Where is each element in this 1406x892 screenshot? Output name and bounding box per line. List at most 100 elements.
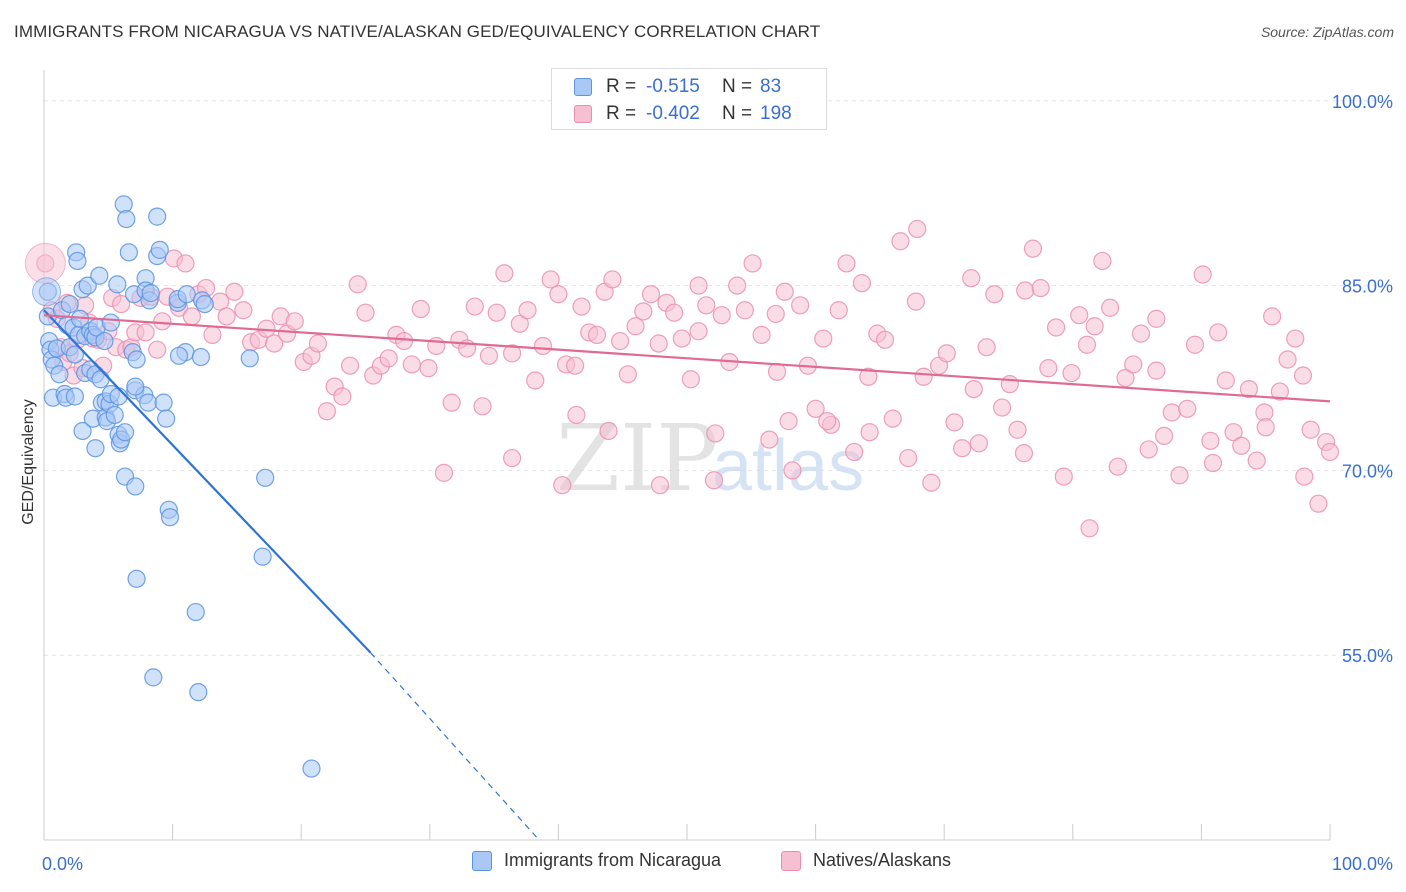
- natives-point: [567, 405, 586, 425]
- natives-point: [1046, 318, 1066, 337]
- natives-point: [852, 274, 871, 293]
- series-natives-points: [24, 219, 1340, 538]
- watermark: ZIP atlas: [556, 405, 864, 512]
- natives-point: [775, 282, 794, 301]
- natives-point: [779, 412, 798, 431]
- nicaragua-point: [144, 668, 163, 687]
- natives-point: [402, 355, 421, 374]
- natives-point: [626, 317, 645, 336]
- natives-point: [814, 329, 833, 348]
- natives-point: [837, 254, 856, 273]
- natives-point: [672, 329, 691, 348]
- natives-point: [510, 314, 529, 333]
- natives-point: [473, 397, 492, 416]
- natives-point: [760, 430, 779, 449]
- nicaragua-point: [127, 569, 146, 588]
- natives-point: [618, 365, 637, 384]
- nicaragua-trend-line: [43, 309, 372, 654]
- natives-point: [1278, 350, 1297, 369]
- natives-point: [503, 344, 522, 363]
- natives-point: [348, 275, 367, 294]
- legend-row-nicaragua: R = -0.515 N = 83: [574, 75, 781, 99]
- legend-n-value: 83: [760, 76, 782, 97]
- nicaragua-point: [169, 346, 189, 365]
- natives-point: [1270, 382, 1289, 401]
- natives-point: [1131, 324, 1151, 343]
- natives-point: [962, 269, 981, 288]
- y-tick-label: 55.0%: [1342, 646, 1393, 666]
- natives-point: [712, 306, 731, 325]
- nicaragua-point-large: [32, 277, 62, 307]
- legend-swatch-pink: [781, 850, 801, 871]
- natives-point: [526, 371, 545, 390]
- natives-point: [1147, 361, 1166, 380]
- natives-point: [1054, 467, 1073, 486]
- natives-point: [767, 362, 787, 381]
- legend-r-label: R =: [606, 76, 637, 97]
- natives-point: [1286, 329, 1305, 348]
- natives-point: [706, 424, 725, 443]
- natives-point: [572, 297, 591, 316]
- natives-point: [442, 393, 461, 412]
- nicaragua-point: [154, 393, 173, 412]
- natives-point: [379, 349, 398, 368]
- natives-point: [1139, 440, 1158, 459]
- nicaragua-point: [126, 377, 145, 396]
- nicaragua-point: [115, 423, 135, 442]
- legend-n-value: 198: [760, 103, 792, 124]
- nicaragua-point: [65, 387, 84, 406]
- nicaragua-point: [117, 209, 136, 229]
- nicaragua-point: [302, 759, 321, 778]
- natives-point: [465, 297, 484, 316]
- natives-point: [1295, 467, 1314, 486]
- natives-point: [914, 367, 933, 386]
- legend-r-label: R =: [606, 103, 637, 124]
- natives-point: [356, 303, 375, 322]
- natives-point: [541, 270, 560, 289]
- natives-point: [1070, 306, 1089, 325]
- natives-point: [148, 340, 167, 359]
- natives-point: [419, 359, 438, 378]
- natives-point: [906, 292, 926, 311]
- natives-point: [1062, 363, 1081, 383]
- natives-point: [704, 471, 724, 490]
- natives-point: [1263, 307, 1282, 326]
- natives-point: [697, 296, 716, 315]
- nicaragua-point: [150, 240, 169, 259]
- natives-point: [495, 264, 514, 283]
- natives-point: [1100, 298, 1120, 317]
- natives-point: [899, 448, 918, 468]
- natives-point: [1031, 278, 1050, 298]
- y-tick-label: 100.0%: [1332, 92, 1393, 112]
- natives-point: [689, 322, 708, 341]
- natives-point: [553, 476, 572, 495]
- nicaragua-point: [73, 421, 92, 441]
- natives-point: [1162, 403, 1181, 422]
- natives-point: [985, 285, 1004, 304]
- natives-point: [1239, 379, 1259, 399]
- nicaragua-point: [90, 266, 109, 285]
- natives-point: [112, 294, 131, 314]
- nicaragua-point: [86, 439, 105, 458]
- natives-point: [1320, 442, 1340, 462]
- nicaragua-point: [126, 477, 145, 496]
- natives-point: [681, 370, 700, 389]
- natives-point: [875, 330, 895, 349]
- natives-point: [1309, 494, 1328, 513]
- nicaragua-point: [101, 313, 120, 332]
- natives-point: [182, 307, 201, 326]
- legend-item-natives[interactable]: Natives/Alaskans: [781, 850, 951, 871]
- legend-item-nicaragua[interactable]: Immigrants from Nicaragua: [472, 850, 721, 871]
- natives-point: [434, 463, 454, 482]
- nicaragua-point: [60, 294, 79, 314]
- natives-point: [285, 312, 304, 331]
- natives-point: [766, 304, 785, 324]
- nicaragua-point: [160, 508, 180, 527]
- natives-point: [1203, 453, 1223, 473]
- natives-point: [1093, 251, 1112, 271]
- natives-point: [333, 387, 352, 406]
- nicaragua-point: [191, 347, 210, 367]
- chart-title: IMMIGRANTS FROM NICARAGUA VS NATIVE/ALAS…: [14, 22, 821, 41]
- natives-point: [728, 276, 747, 295]
- natives-point: [650, 476, 670, 495]
